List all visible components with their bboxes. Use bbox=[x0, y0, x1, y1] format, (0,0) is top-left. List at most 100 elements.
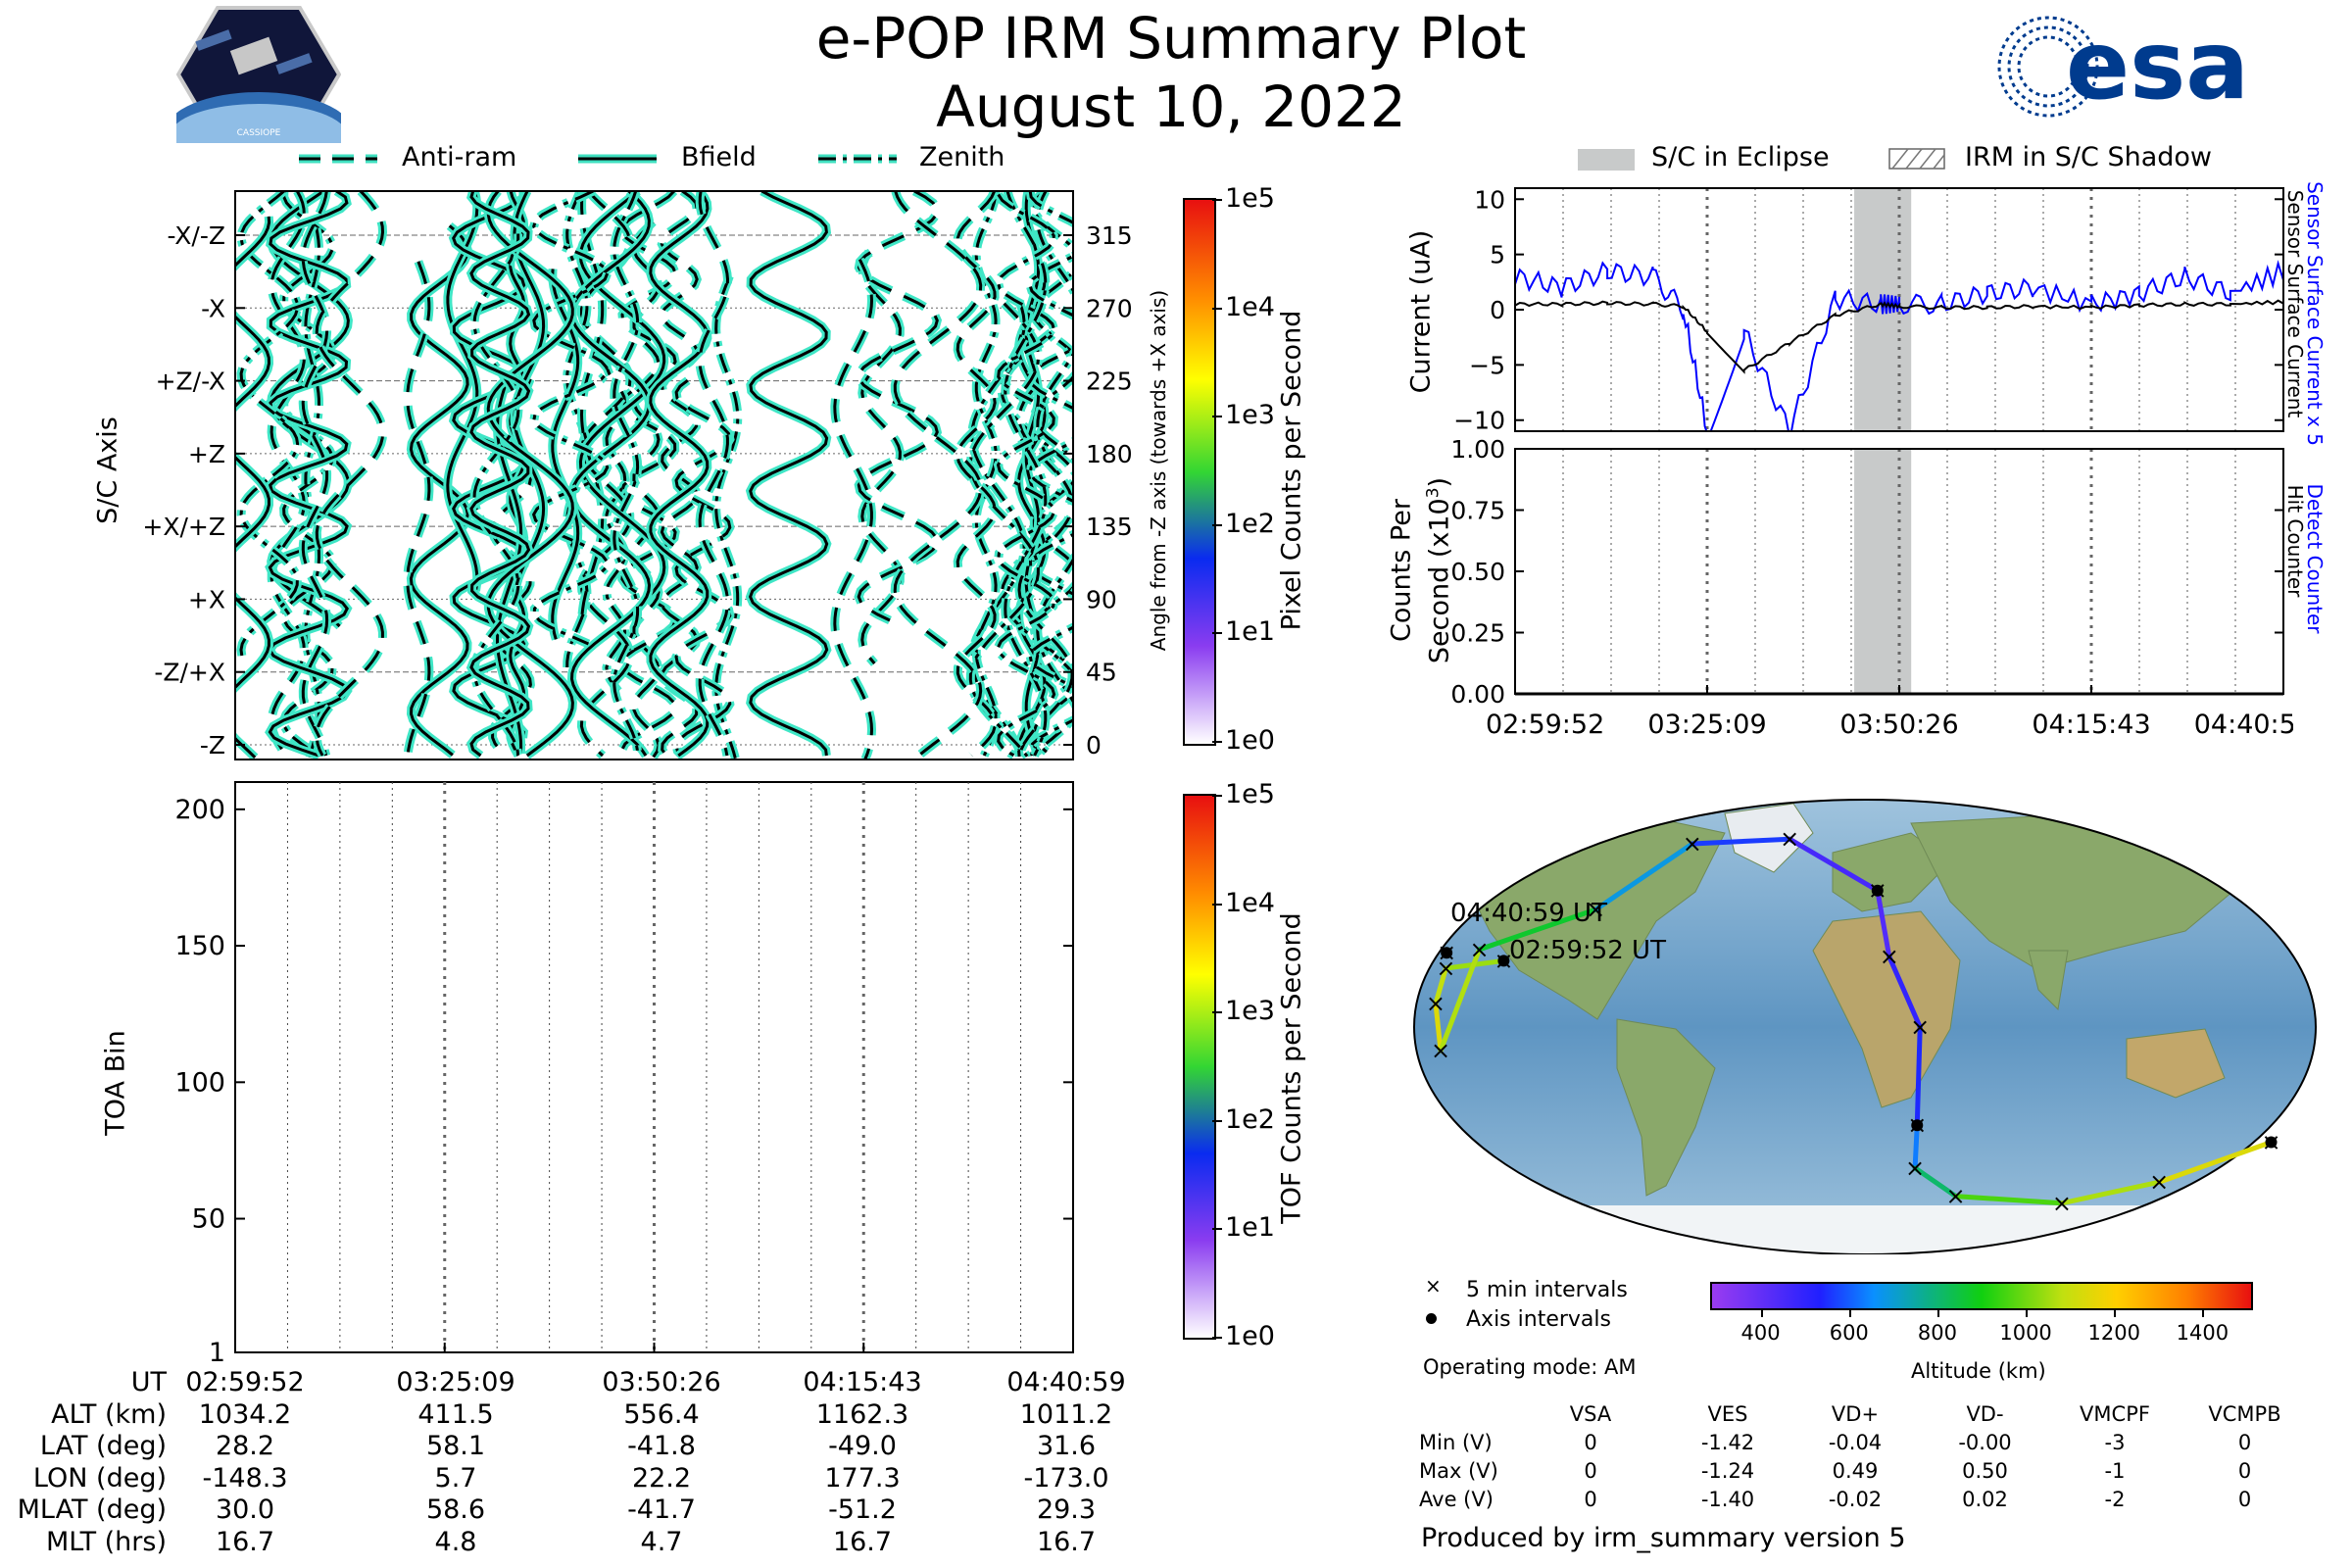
esa-logo: esa bbox=[1989, 10, 2283, 122]
page-date: August 10, 2022 bbox=[936, 74, 1406, 140]
current-tick-label: −10 bbox=[1453, 407, 1505, 435]
ephemeris-cell: 30.0 bbox=[215, 1494, 275, 1525]
india bbox=[2028, 950, 2069, 1011]
ephemeris-row-label: MLAT (deg) bbox=[17, 1494, 167, 1525]
ephemeris-cell: 04:40:59 bbox=[1006, 1367, 1126, 1397]
pixel-colorbar-tick-label: 1e3 bbox=[1225, 400, 1275, 431]
voltage-row-label: Ave (V) bbox=[1419, 1487, 1494, 1511]
toa-tick-label: 150 bbox=[174, 931, 225, 961]
cross-marker-icon: × bbox=[1425, 1274, 1442, 1298]
track-axis-marker bbox=[1871, 884, 1884, 897]
pixel-colorbar-tick bbox=[1212, 523, 1222, 526]
pointing-axis-tick-label: -X bbox=[201, 294, 225, 322]
pointing-trace bbox=[315, 191, 385, 757]
pointing-trace bbox=[1036, 191, 1073, 705]
voltage-cell: -1.40 bbox=[1700, 1487, 1755, 1511]
ephemeris-row-label: UT bbox=[130, 1367, 167, 1397]
page-title: e-POP IRM Summary Plot bbox=[815, 5, 1527, 72]
ephemeris-cell: -148.3 bbox=[202, 1462, 288, 1494]
pointing-angle-tick-label: 90 bbox=[1086, 585, 1117, 613]
altitude-tick bbox=[1760, 1309, 1763, 1317]
ephemeris-cell: 29.3 bbox=[1036, 1494, 1097, 1525]
pointing-trace bbox=[1032, 191, 1073, 758]
voltage-cell: 0.02 bbox=[1962, 1487, 2008, 1511]
pointing-axis-tick-label: +X/+Z bbox=[142, 513, 225, 541]
voltage-row-label: Max (V) bbox=[1419, 1458, 1498, 1483]
ephemeris-cell: 28.2 bbox=[215, 1431, 275, 1461]
ephemeris-cell: 31.6 bbox=[1036, 1431, 1097, 1461]
pointing-trace bbox=[531, 191, 610, 646]
track-segment bbox=[1914, 1024, 1923, 1128]
time-tick-label: 04:15:43 bbox=[2032, 710, 2150, 740]
track-marker: × bbox=[1683, 830, 1702, 858]
cassiope-logo: CASSIOPE bbox=[166, 6, 352, 171]
time-tick-label: 02:59:52 bbox=[1486, 710, 1604, 740]
counts-ylabel-line2: Second (x103) bbox=[1423, 476, 1455, 664]
pointing-angle-tick-label: 45 bbox=[1086, 659, 1117, 687]
tof-colorbar bbox=[1183, 794, 1216, 1340]
voltage-col-vdminus: VD- bbox=[1966, 1401, 2004, 1426]
current-series-line bbox=[1515, 260, 2283, 431]
track-segment bbox=[1477, 906, 1598, 953]
ephemeris-cell: 4.8 bbox=[434, 1526, 477, 1557]
voltage-table: VSA VES VD+ VD- VMCPF VCMPB Min (V) 0 -1.4… bbox=[1419, 1399, 2311, 1513]
toa-plot: 200 150 100 50 1 bbox=[174, 781, 1074, 1362]
ephemeris-cell: 03:25:09 bbox=[396, 1367, 515, 1397]
voltage-cell: -0.00 bbox=[1958, 1430, 2012, 1454]
track-end-label: 04:40:59 UT bbox=[1450, 899, 1607, 928]
eclipse-swatch bbox=[1578, 149, 1635, 171]
pointing-axis-tick-label: +Z bbox=[188, 440, 225, 468]
pointing-angle-tick-label: 180 bbox=[1086, 440, 1133, 468]
ephemeris-cell: 411.5 bbox=[417, 1398, 494, 1430]
south-america bbox=[1616, 1018, 1716, 1197]
track-segment bbox=[1875, 888, 1892, 959]
voltage-col-ves: VES bbox=[1707, 1401, 1748, 1426]
operating-mode: Operating mode: AM bbox=[1423, 1355, 1637, 1379]
pixel-colorbar-tick-label: 1e5 bbox=[1225, 183, 1275, 214]
pointing-axis-tick-label: +X bbox=[188, 585, 225, 613]
ephemeris-cell: 02:59:52 bbox=[185, 1367, 305, 1397]
track-axis-marker bbox=[1441, 947, 1453, 959]
voltage-row-label: Min (V) bbox=[1419, 1430, 1493, 1454]
track-segment bbox=[1912, 1122, 1920, 1171]
tof-colorbar-tick bbox=[1212, 903, 1222, 906]
ephemeris-row-label: LON (deg) bbox=[32, 1462, 167, 1494]
voltage-cell: 0.49 bbox=[1832, 1458, 1879, 1483]
eclipse-band bbox=[1854, 449, 1912, 694]
track-marker: × bbox=[1469, 936, 1489, 963]
australia bbox=[2126, 1028, 2226, 1099]
pointing-axis-tick-label: -Z bbox=[200, 731, 225, 760]
pixel-colorbar-tick bbox=[1212, 307, 1222, 310]
pointing-plot: -X/-Z 315 -X 270 +Z/-X 225 +Z 180 +X/+Z 135 +X 90 -Z… bbox=[142, 190, 1133, 760]
pointing-trace bbox=[649, 191, 710, 758]
ephemeris-cell: 16.7 bbox=[215, 1526, 275, 1557]
pointing-trace bbox=[748, 191, 829, 757]
current-tick-label: 10 bbox=[1474, 185, 1505, 214]
current-tick-label: 5 bbox=[1490, 241, 1505, 270]
ephemeris-cell: 5.7 bbox=[434, 1462, 477, 1494]
legend-bfield: Bfield bbox=[681, 142, 757, 172]
track-marker: × bbox=[1426, 990, 1446, 1017]
cassiope-logo-text: CASSIOPE bbox=[237, 128, 281, 138]
ephemeris-cell: 1011.2 bbox=[1019, 1398, 1113, 1430]
voltage-cell: 0 bbox=[1584, 1458, 1597, 1483]
voltage-cell: 0 bbox=[1584, 1487, 1597, 1511]
pointing-trace bbox=[301, 191, 329, 757]
voltage-col-vcmpb: VCMPB bbox=[2208, 1401, 2281, 1426]
ephemeris-cell: 22.2 bbox=[631, 1462, 692, 1494]
voltage-cell: -1.24 bbox=[1700, 1458, 1755, 1483]
track-segment bbox=[1953, 1194, 2065, 1206]
track-segment bbox=[2156, 1139, 2275, 1185]
counts-tick-label: 1.00 bbox=[1450, 435, 1505, 464]
voltage-cell: 0 bbox=[1584, 1430, 1597, 1454]
track-segment bbox=[1912, 1165, 1959, 1200]
pointing-axis-tick-label: -Z/+X bbox=[154, 659, 225, 687]
tof-colorbar-tick-label: 1e4 bbox=[1225, 887, 1275, 918]
pointing-trace bbox=[968, 302, 1041, 758]
pointing-trace bbox=[833, 259, 874, 760]
voltage-cell: 0 bbox=[2237, 1487, 2252, 1511]
voltage-row: Ave (V) 0 -1.40 -0.02 0.02 -2 0 bbox=[1419, 1485, 2311, 1513]
current-tick-label: −5 bbox=[1469, 351, 1505, 379]
pointing-legend: Anti-ram Bfield Zenith bbox=[294, 140, 1058, 179]
